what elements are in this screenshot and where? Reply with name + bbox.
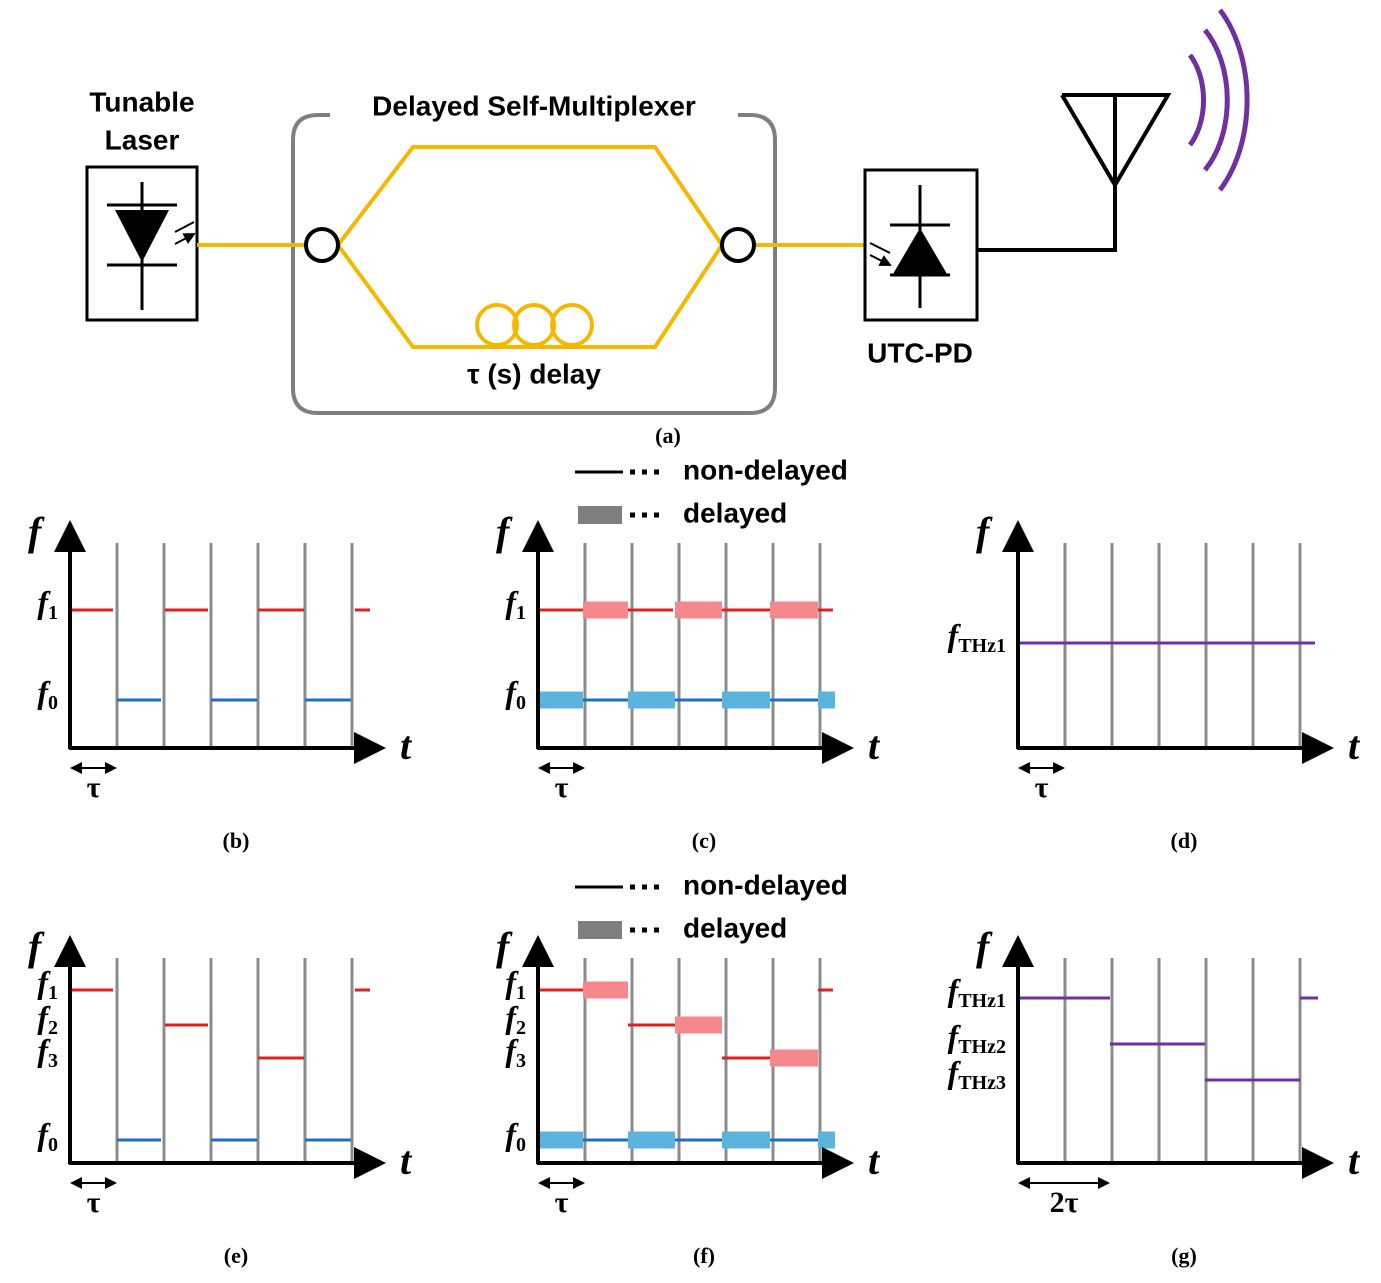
level-subscript: THz1 <box>958 635 1006 657</box>
interval-label: τ <box>555 1186 569 1219</box>
fiber-coil <box>552 305 592 345</box>
panel-caption: (f) <box>693 1243 715 1268</box>
emission-arrows <box>175 222 194 244</box>
fiber-coil <box>477 305 517 345</box>
level-subscript: 1 <box>516 982 526 1004</box>
level-subscript: 2 <box>48 1017 58 1039</box>
level-label: f0 <box>37 1116 58 1155</box>
laser-label: Laser <box>105 124 180 155</box>
level-label: fTHz1 <box>948 617 1006 656</box>
y-axis-label: f <box>28 924 45 969</box>
panel-caption: (d) <box>1171 828 1198 853</box>
x-axis-label: t <box>400 723 413 768</box>
panel-caption: (c) <box>692 828 716 853</box>
coupler <box>722 229 754 261</box>
x-axis-label: t <box>868 723 881 768</box>
legend-label: delayed <box>683 497 787 528</box>
antenna <box>977 95 1168 250</box>
level-label: fTHz2 <box>948 1018 1006 1057</box>
multiplexer-label: Delayed Self-Multiplexer <box>372 90 696 121</box>
level-subscript: 2 <box>516 1017 526 1039</box>
legend-label: delayed <box>683 912 787 943</box>
interval-label: τ <box>1035 771 1049 804</box>
timing-panel: f t τ fTHz1 (d) <box>948 509 1361 853</box>
level-subscript: 0 <box>516 1134 526 1156</box>
laser-diode <box>115 210 169 262</box>
x-axis-label: t <box>400 1138 413 1183</box>
x-axis-label: t <box>1348 1138 1361 1183</box>
setup: Tunable Laser Delayed Self-Multiplexer τ… <box>87 10 1247 448</box>
delay-label: τ (s) delay <box>467 358 601 389</box>
coupler <box>306 229 338 261</box>
y-axis-label: f <box>28 509 45 554</box>
level-subscript: 1 <box>516 602 526 624</box>
level-label: f0 <box>505 674 526 713</box>
level-subscript: 0 <box>48 1134 58 1156</box>
panel-caption: (g) <box>1171 1243 1197 1268</box>
level-subscript: 1 <box>48 602 58 624</box>
interval-label: τ <box>555 771 569 804</box>
incident-arrows <box>870 243 890 265</box>
level-label: f1 <box>37 584 58 623</box>
level-label: f1 <box>505 584 526 623</box>
level-subscript: 1 <box>48 982 58 1004</box>
legend-swatch <box>578 506 622 524</box>
level-subscript: 0 <box>48 692 58 714</box>
radiation-waves <box>1190 10 1247 190</box>
y-axis-label: f <box>976 924 993 969</box>
interval-label: τ <box>87 771 101 804</box>
interval-label: τ <box>87 1186 101 1219</box>
y-axis-label: f <box>496 509 513 554</box>
level-subscript: THz1 <box>958 990 1006 1012</box>
level-label: f0 <box>505 1116 526 1155</box>
level-subscript: 3 <box>48 1050 58 1072</box>
level-subscript: THz3 <box>958 1072 1006 1094</box>
level-label: fTHz1 <box>948 972 1006 1011</box>
figure: Tunable Laser Delayed Self-Multiplexer τ… <box>0 0 1381 1283</box>
legend-label: non-delayed <box>683 454 848 485</box>
interval-label: 2τ <box>1050 1186 1079 1219</box>
x-axis-label: t <box>868 1138 881 1183</box>
x-axis-label: t <box>1348 723 1361 768</box>
fiber-coil <box>514 305 554 345</box>
fiber <box>197 147 865 347</box>
level-label: f0 <box>37 674 58 713</box>
photodiode <box>893 228 947 274</box>
panel-caption: (b) <box>223 828 250 853</box>
level-label: f1 <box>37 964 58 1003</box>
detector-label: UTC-PD <box>867 337 973 368</box>
level-label: f1 <box>505 964 526 1003</box>
level-subscript: 0 <box>516 692 526 714</box>
legend-label: non-delayed <box>683 869 848 900</box>
level-label: fTHz3 <box>948 1054 1006 1093</box>
level-subscript: THz2 <box>958 1036 1006 1058</box>
laser-label: Tunable <box>89 86 194 117</box>
panel-caption: (e) <box>224 1243 248 1268</box>
caption: (a) <box>655 423 681 448</box>
timing-panel: f t τ f1 f0 (c) non-delayed delayed <box>496 454 881 853</box>
y-axis-label: f <box>496 924 513 969</box>
timing-panel: f t τ f1 f0 (b) <box>28 509 413 853</box>
level-subscript: 3 <box>516 1050 526 1072</box>
y-axis-label: f <box>976 509 993 554</box>
legend-swatch <box>578 921 622 939</box>
